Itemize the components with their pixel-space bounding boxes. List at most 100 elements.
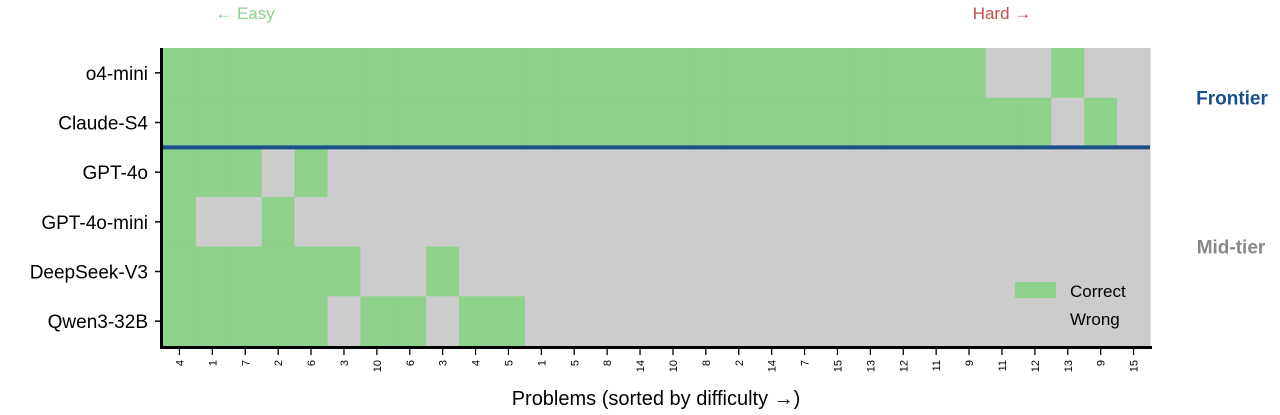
heatmap-cell bbox=[360, 246, 394, 297]
heatmap-cell bbox=[327, 246, 361, 297]
heatmap-cell bbox=[886, 197, 921, 248]
legend: Correct Wrong bbox=[1015, 282, 1126, 329]
heatmap-cell bbox=[1018, 97, 1052, 148]
heatmap-cell bbox=[524, 296, 559, 347]
heatmap-cell bbox=[524, 246, 559, 297]
heatmap-cell bbox=[919, 97, 954, 148]
heatmap-cell bbox=[919, 246, 954, 297]
frontier-group-label: Frontier bbox=[1196, 89, 1268, 110]
heatmap-cell bbox=[623, 296, 658, 347]
heatmap-cell bbox=[1051, 246, 1085, 297]
heatmap-cell bbox=[656, 147, 690, 198]
heatmap-cells bbox=[163, 48, 1151, 347]
x-tick-label: 11 bbox=[997, 360, 1009, 371]
heatmap-cell bbox=[360, 97, 394, 148]
heatmap-cell bbox=[1051, 296, 1085, 347]
heatmap-cell bbox=[853, 197, 888, 248]
heatmap-cell bbox=[1018, 48, 1052, 99]
heatmap-cell bbox=[459, 246, 493, 297]
heatmap-cell bbox=[261, 97, 296, 148]
x-tick-label: 14 bbox=[767, 360, 779, 372]
heatmap-cell bbox=[755, 97, 789, 148]
heatmap-cell bbox=[492, 147, 526, 198]
heatmap-cell bbox=[590, 246, 625, 297]
x-tick-label: 3 bbox=[339, 360, 351, 366]
heatmap-cell bbox=[689, 48, 723, 99]
heatmap-cell bbox=[821, 147, 855, 198]
heatmap-cell bbox=[557, 48, 592, 99]
heatmap-cell bbox=[294, 197, 329, 248]
heatmap-cell bbox=[755, 296, 789, 347]
heatmap-cell bbox=[788, 97, 822, 148]
heatmap-cell bbox=[360, 296, 394, 347]
heatmap-cell bbox=[590, 48, 625, 99]
heatmap-cell bbox=[1117, 246, 1151, 297]
x-tick-label: 14 bbox=[635, 360, 647, 372]
x-axis-label: Problems (sorted by difficulty →) bbox=[512, 388, 801, 410]
heatmap-cell bbox=[426, 97, 460, 148]
heatmap-cell bbox=[492, 48, 526, 99]
heatmap-cell bbox=[195, 48, 230, 99]
heatmap-cell bbox=[853, 147, 888, 198]
heatmap-cell bbox=[853, 246, 888, 297]
heatmap-cell bbox=[821, 97, 855, 148]
heatmap-cell bbox=[426, 48, 460, 99]
heatmap-cell bbox=[985, 246, 1019, 297]
heatmap-cell bbox=[228, 296, 263, 347]
heatmap-cell bbox=[1117, 97, 1151, 148]
heatmap-cell bbox=[294, 246, 329, 297]
x-tick-label: 10 bbox=[372, 360, 384, 372]
heatmap-cell bbox=[261, 246, 296, 297]
midtier-group-label: Mid-tier bbox=[1197, 238, 1266, 259]
heatmap-cell bbox=[919, 48, 954, 99]
x-tick-label: 4 bbox=[174, 360, 186, 366]
heatmap-cell bbox=[952, 97, 987, 148]
heatmap-cell bbox=[426, 147, 460, 198]
heatmap-cell bbox=[623, 197, 658, 248]
y-tick-label: DeepSeek-V3 bbox=[30, 263, 148, 284]
heatmap-cell bbox=[393, 246, 427, 297]
heatmap-cell bbox=[459, 97, 493, 148]
x-tick-label: 9 bbox=[1096, 360, 1108, 366]
heatmap-cell bbox=[821, 296, 855, 347]
heatmap-cell bbox=[886, 246, 921, 297]
easy-annotation: ← Easy bbox=[215, 4, 275, 23]
heatmap-cell bbox=[557, 97, 592, 148]
heatmap-cell bbox=[327, 147, 361, 198]
heatmap-cell bbox=[788, 147, 822, 198]
heatmap-cell bbox=[492, 197, 526, 248]
heatmap-cell bbox=[195, 246, 230, 297]
heatmap-cell bbox=[1051, 48, 1085, 99]
legend-swatch-correct bbox=[1015, 282, 1056, 298]
heatmap-cell bbox=[886, 296, 921, 347]
heatmap-cell bbox=[788, 48, 822, 99]
heatmap-cell bbox=[985, 48, 1019, 99]
heatmap-cell bbox=[821, 197, 855, 248]
x-tick-label: 4 bbox=[471, 360, 483, 366]
heatmap-cell bbox=[722, 147, 756, 198]
x-tick-label: 15 bbox=[832, 360, 844, 372]
heatmap-cell bbox=[689, 197, 723, 248]
x-tick-label: 6 bbox=[306, 360, 318, 366]
heatmap-cell bbox=[886, 48, 921, 99]
heatmap-cell bbox=[919, 147, 954, 198]
heatmap-cell bbox=[1051, 197, 1085, 248]
heatmap-cell bbox=[919, 197, 954, 248]
heatmap-cell bbox=[327, 197, 361, 248]
x-tick-label: 13 bbox=[865, 360, 877, 372]
heatmap-cell bbox=[261, 147, 296, 198]
heatmap-cell bbox=[656, 246, 690, 297]
x-tick-label: 10 bbox=[668, 360, 680, 372]
heatmap-cell bbox=[755, 246, 789, 297]
heatmap-cell bbox=[294, 48, 329, 99]
x-tick-label: 3 bbox=[438, 360, 450, 366]
y-tick-label: o4-mini bbox=[86, 64, 148, 85]
heatmap-cell bbox=[689, 97, 723, 148]
y-tick-label: Claude-S4 bbox=[58, 114, 148, 135]
heatmap-cell bbox=[426, 246, 460, 297]
heatmap-cell bbox=[755, 48, 789, 99]
x-tick-label: 15 bbox=[1129, 360, 1141, 372]
heatmap-cell bbox=[393, 197, 427, 248]
heatmap-cell bbox=[524, 48, 559, 99]
